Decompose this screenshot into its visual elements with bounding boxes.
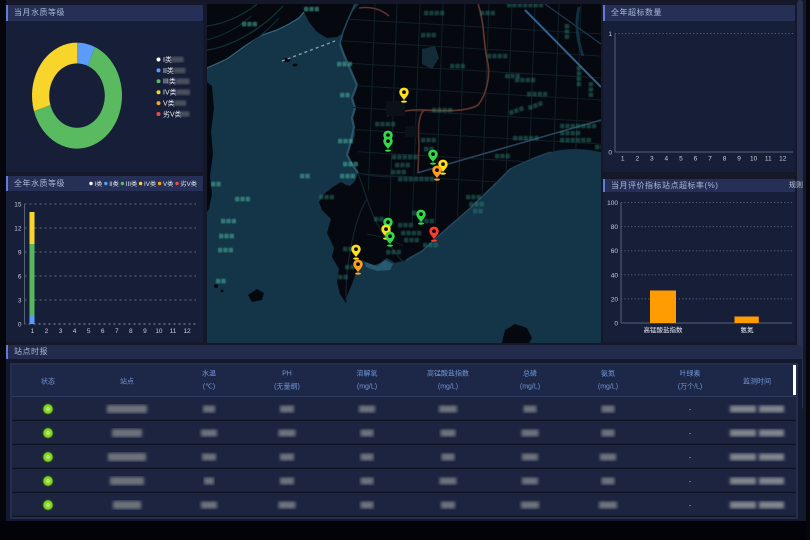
svg-text:6: 6	[694, 156, 698, 163]
svg-text:1: 1	[31, 328, 35, 335]
svg-text:I类: I类	[94, 180, 102, 188]
svg-text:(mg/L): (mg/L)	[357, 384, 377, 391]
svg-text:I类: I类	[163, 55, 172, 64]
svg-text:-: -	[689, 479, 692, 486]
svg-text:11: 11	[170, 328, 177, 335]
svg-text:10: 10	[155, 328, 163, 335]
svg-text:12: 12	[779, 156, 787, 163]
svg-text:叶绿素: 叶绿素	[680, 369, 701, 378]
svg-text:0: 0	[614, 321, 618, 328]
svg-text:11: 11	[765, 156, 772, 163]
svg-text:5: 5	[679, 156, 683, 163]
svg-text:5: 5	[87, 328, 91, 335]
svg-text:监测时间: 监测时间	[743, 377, 771, 386]
svg-text:1: 1	[608, 31, 612, 38]
svg-text:IV类: IV类	[144, 180, 156, 188]
svg-text:6: 6	[18, 274, 22, 281]
svg-text:II类: II类	[163, 66, 174, 75]
svg-text:IV类: IV类	[163, 88, 177, 97]
svg-text:PH: PH	[282, 371, 292, 378]
svg-text:站点: 站点	[120, 377, 134, 386]
svg-text:3: 3	[18, 298, 22, 305]
svg-text:2: 2	[635, 156, 639, 163]
svg-text:9: 9	[143, 328, 147, 335]
svg-text:-: -	[689, 455, 692, 462]
svg-text:(℃): (℃)	[203, 384, 216, 391]
svg-text:80: 80	[611, 224, 619, 231]
svg-text:-: -	[689, 503, 692, 510]
svg-text:III类: III类	[163, 77, 176, 86]
svg-text:水温: 水温	[202, 369, 216, 378]
svg-text:8: 8	[129, 328, 133, 335]
svg-text:氨氮: 氨氮	[741, 325, 755, 334]
svg-text:7: 7	[708, 156, 712, 163]
svg-text:15: 15	[14, 202, 22, 209]
svg-text:100: 100	[607, 200, 618, 207]
svg-text:12: 12	[183, 328, 191, 335]
svg-text:0: 0	[608, 150, 612, 157]
svg-text:4: 4	[665, 156, 669, 163]
svg-text:40: 40	[611, 272, 619, 279]
svg-text:-: -	[689, 431, 692, 438]
svg-text:10: 10	[750, 156, 758, 163]
svg-text:总磷: 总磷	[523, 369, 537, 378]
svg-text:6: 6	[101, 328, 105, 335]
svg-text:(万个/L): (万个/L)	[678, 383, 703, 391]
svg-text:V类: V类	[163, 99, 175, 108]
svg-text:20: 20	[611, 296, 619, 303]
svg-text:7: 7	[115, 328, 119, 335]
svg-text:溶解氧: 溶解氧	[357, 369, 378, 378]
svg-text:劣V类: 劣V类	[163, 109, 182, 118]
svg-text:0: 0	[18, 322, 22, 329]
svg-text:III类: III类	[126, 180, 137, 188]
svg-text:3: 3	[650, 156, 654, 163]
svg-text:9: 9	[737, 156, 741, 163]
svg-text:(无量纲): (无量纲)	[274, 382, 300, 391]
svg-text:状态: 状态	[41, 377, 55, 386]
svg-text:II类: II类	[109, 180, 119, 188]
svg-text:V类: V类	[163, 180, 173, 188]
svg-text:12: 12	[14, 226, 22, 233]
svg-text:高锰酸盐指数: 高锰酸盐指数	[644, 325, 684, 334]
svg-text:(mg/L): (mg/L)	[438, 384, 458, 391]
svg-text:1: 1	[621, 156, 625, 163]
svg-text:劣V类: 劣V类	[180, 180, 197, 188]
svg-text:2: 2	[45, 328, 49, 335]
svg-text:9: 9	[18, 250, 22, 257]
svg-text:8: 8	[723, 156, 727, 163]
svg-text:60: 60	[611, 248, 619, 255]
svg-text:3: 3	[59, 328, 63, 335]
svg-text:(mg/L): (mg/L)	[520, 384, 540, 391]
svg-text:4: 4	[73, 328, 77, 335]
svg-text:高锰酸盐指数: 高锰酸盐指数	[427, 369, 469, 378]
svg-text:氨氮: 氨氮	[601, 369, 615, 378]
svg-text:-: -	[689, 407, 692, 414]
svg-text:(mg/L): (mg/L)	[598, 384, 618, 391]
